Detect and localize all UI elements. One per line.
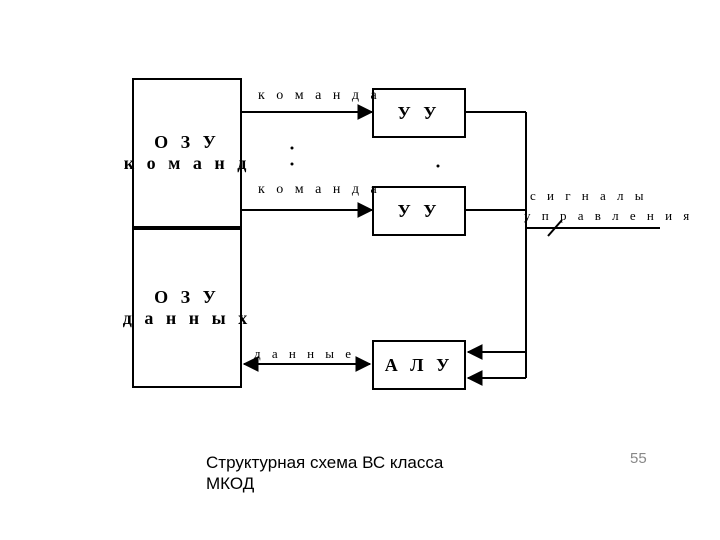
block-ozu-data-line2: д а н н ы х [123,308,251,329]
block-alu-label: А Л У [385,355,454,376]
edge-label-data: д а н н ы е [254,346,355,362]
block-uu-1-label: У У [398,103,441,124]
diagram-canvas: О З У к о м а н д О З У д а н н ы х У У … [0,0,720,540]
block-ozu-commands: О З У к о м а н д [132,78,242,228]
bus-label-signals-1: с и г н а л ы [530,188,648,204]
dot [291,147,294,150]
dot [291,163,294,166]
bus-label-signals-2: у п р а в л е н и я [524,208,693,224]
figure-caption: Структурная схема ВС класса МКОД [206,452,443,495]
edge-label-command-1: к о м а н д а [258,88,381,104]
block-ozu-data: О З У д а н н ы х [132,228,242,388]
block-uu-2: У У [372,186,466,236]
figure-caption-line1: Структурная схема ВС класса [206,452,443,473]
dot [437,165,440,168]
edge-label-command-2: к о м а н д а [258,182,381,198]
block-alu: А Л У [372,340,466,390]
figure-caption-line2: МКОД [206,473,443,494]
block-uu-1: У У [372,88,466,138]
block-ozu-commands-line1: О З У [154,132,220,153]
block-uu-2-label: У У [398,201,441,222]
block-ozu-data-line1: О З У [154,287,220,308]
block-ozu-commands-line2: к о м а н д [124,153,251,174]
page-number: 55 [630,450,647,467]
